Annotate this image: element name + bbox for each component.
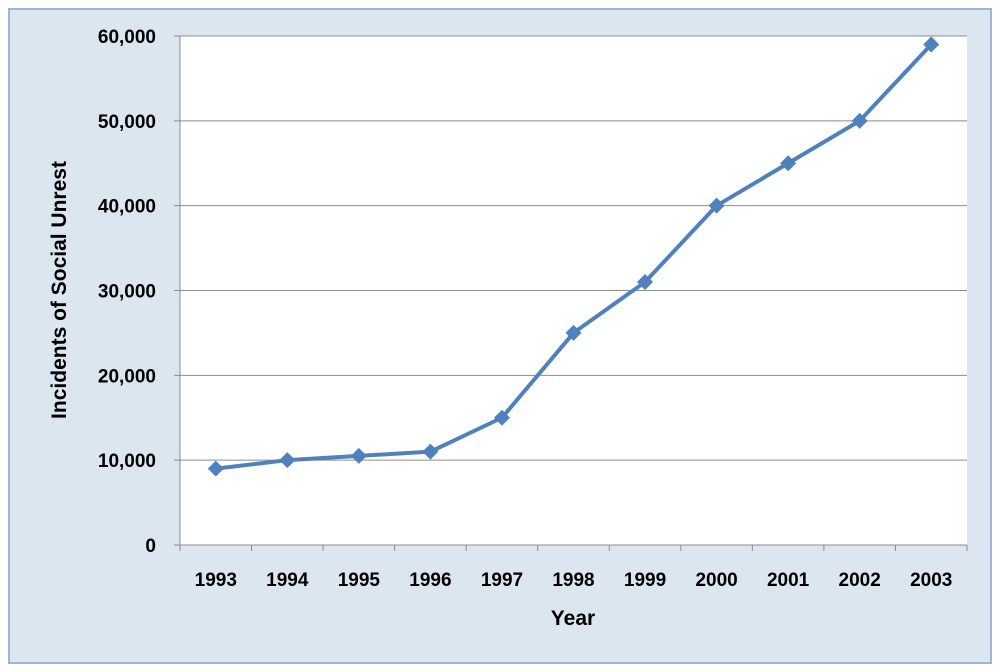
- data-point-2000: [708, 197, 725, 214]
- data-point-1993: [207, 460, 224, 477]
- data-point-1998: [565, 324, 582, 341]
- gridlines: [180, 35, 967, 461]
- x-tick-label-1998: 1998: [552, 570, 594, 591]
- data-point-1999: [637, 274, 654, 291]
- y-tick-label-40000: 40,000: [98, 197, 156, 218]
- x-tick-label-1999: 1999: [624, 570, 666, 591]
- y-tick-label-50000: 50,000: [98, 112, 156, 133]
- y-tick-label-30000: 30,000: [98, 282, 156, 303]
- data-point-2001: [780, 155, 797, 172]
- x-tick-label-1997: 1997: [481, 570, 523, 591]
- data-point-1995: [350, 447, 367, 464]
- x-tick-label-1994: 1994: [266, 570, 309, 591]
- y-axis-title: Incidents of Social Unrest: [48, 161, 71, 419]
- data-point-1996: [422, 443, 439, 460]
- x-tick-label-2003: 2003: [910, 570, 952, 591]
- y-tick-label-0: 0: [145, 536, 156, 557]
- x-tick-label-1993: 1993: [195, 570, 237, 591]
- data-point-2002: [851, 112, 868, 129]
- x-tick-label-2000: 2000: [695, 570, 737, 591]
- data-point-1994: [279, 452, 296, 469]
- y-axis-ticks: 0 10,000 20,000 30,000 40,000 50,000 60,000: [98, 27, 180, 557]
- x-axis-title: Year: [551, 607, 595, 630]
- x-tick-label-1996: 1996: [409, 570, 451, 591]
- y-tick-label-20000: 20,000: [98, 366, 156, 387]
- x-tick-label-2002: 2002: [839, 570, 881, 591]
- x-axis-ticks: 1993 1994 1995 1996 1997 1998 1999 2000 2001 2002…: [179, 545, 968, 591]
- data-series: [207, 36, 940, 477]
- y-tick-label-60000: 60,000: [98, 27, 156, 48]
- data-point-1997: [493, 409, 510, 426]
- y-tick-label-10000: 10,000: [98, 451, 156, 472]
- x-tick-label-1995: 1995: [338, 570, 381, 591]
- x-tick-label-2001: 2001: [767, 570, 810, 591]
- data-point-2003: [923, 36, 940, 53]
